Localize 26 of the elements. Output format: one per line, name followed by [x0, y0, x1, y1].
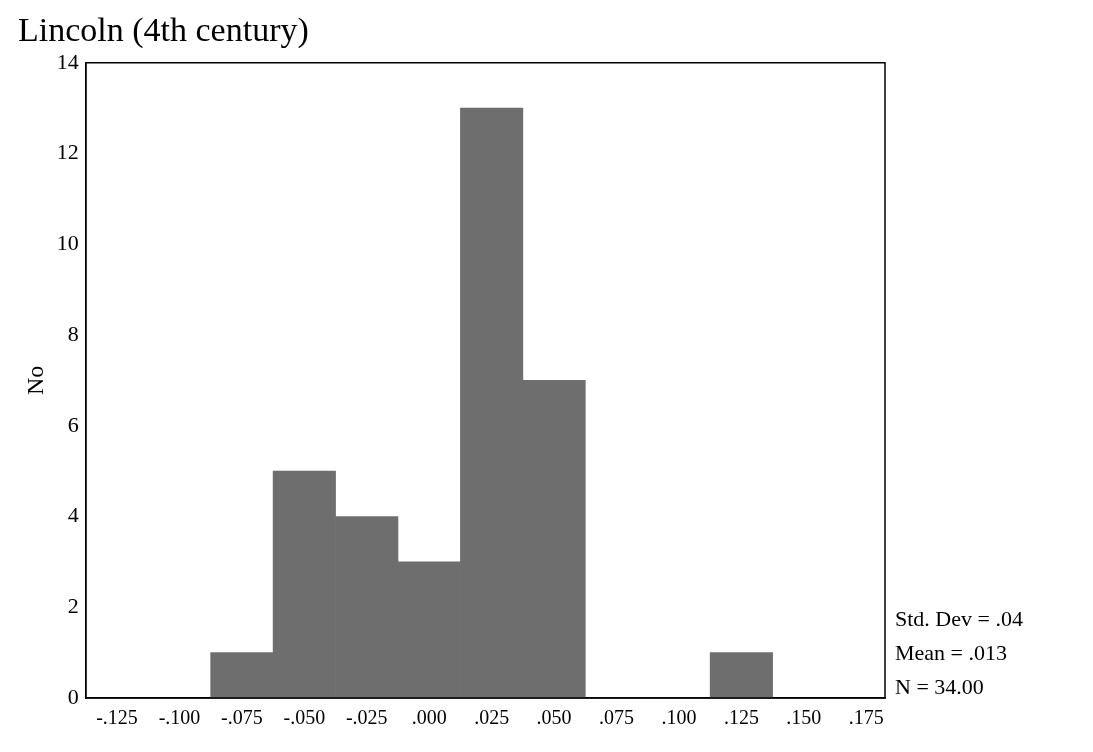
x-tick-label: .125	[723, 706, 759, 729]
x-tick-label: .150	[786, 706, 822, 729]
x-tick-label: .050	[536, 706, 572, 729]
text: N = 34.00	[895, 674, 984, 699]
y-tick-label: 6	[67, 411, 79, 437]
x-tick-label: -.075	[221, 706, 263, 729]
y-tick-label: 2	[67, 593, 79, 619]
x-tick-label: .100	[661, 706, 697, 729]
text: Std. Dev = .04	[895, 606, 1023, 631]
x-tick-label: .025	[474, 706, 510, 729]
y-tick-label: 14	[56, 48, 79, 74]
x-tick-label: -.050	[283, 706, 326, 729]
x-tick-label: -.025	[345, 706, 388, 729]
y-tick-label: 10	[56, 230, 79, 256]
y-tick-label: 4	[67, 502, 79, 528]
chart-title: Lincoln (4th century)	[18, 11, 309, 50]
x-tick-label: .175	[848, 706, 884, 729]
x-tick-label: .000	[411, 706, 447, 729]
x-tick-label: -.125	[96, 706, 138, 729]
x-tick-label: .075	[599, 706, 635, 729]
y-tick-label: 0	[67, 683, 79, 709]
y-tick-label: 8	[67, 320, 79, 346]
y-tick-label: 12	[56, 139, 79, 165]
y-axis-title: No	[21, 365, 48, 396]
text: Mean = .013	[895, 640, 1007, 665]
x-tick-label: -.100	[158, 706, 201, 729]
